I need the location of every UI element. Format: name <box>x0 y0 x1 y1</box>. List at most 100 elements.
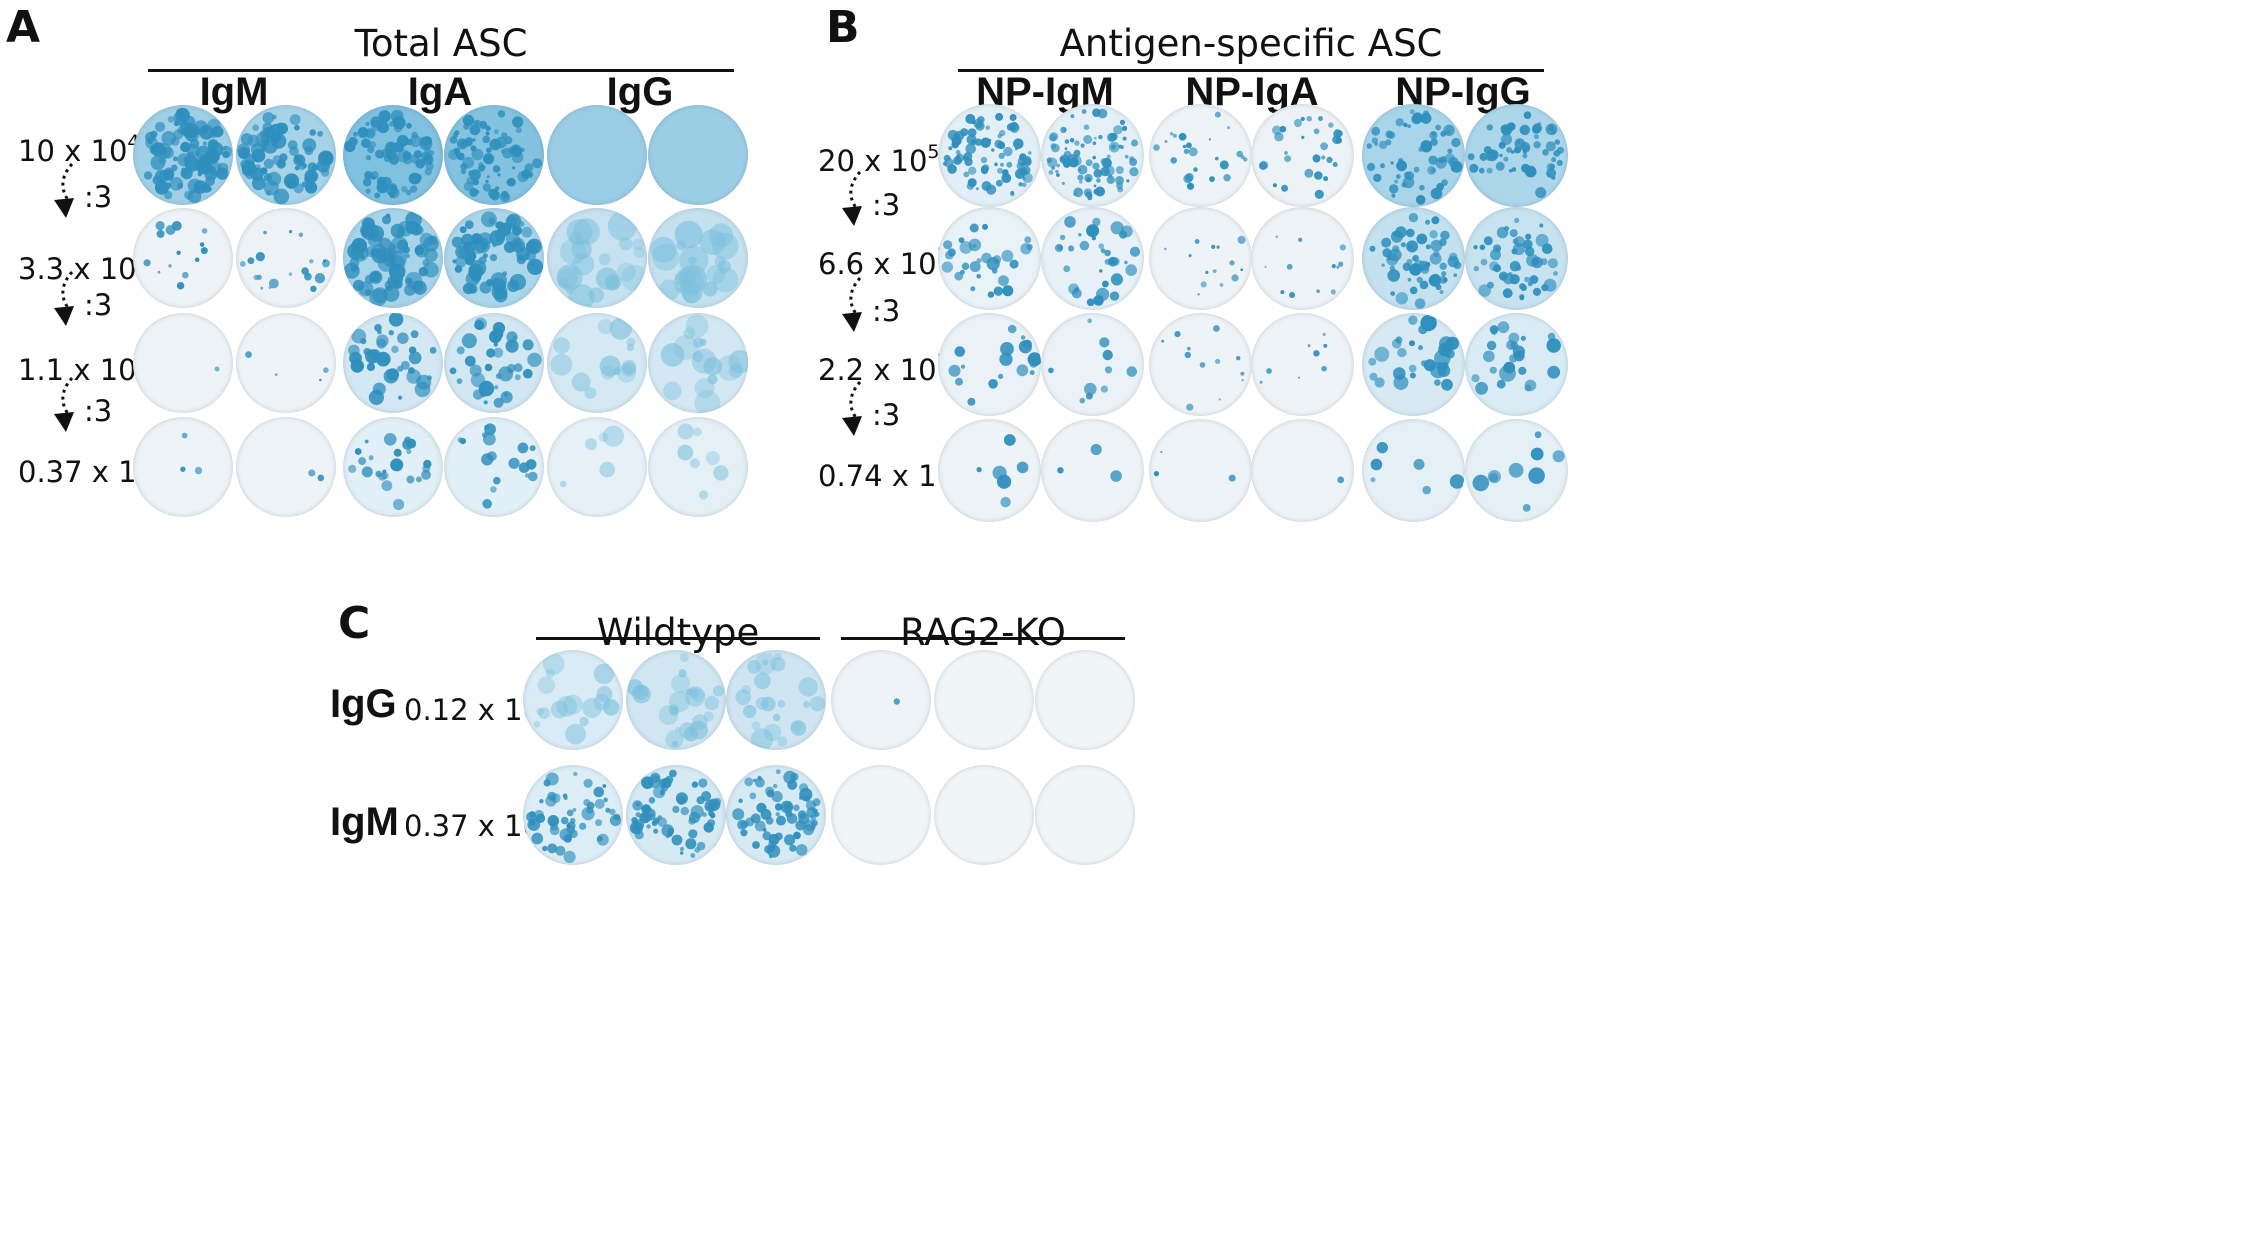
antibody-spot <box>405 253 410 259</box>
antibody-spot <box>1125 178 1129 182</box>
antibody-spot <box>1479 152 1487 161</box>
antibody-spot <box>527 258 544 275</box>
antibody-spot <box>1410 113 1422 124</box>
antibody-spot <box>1424 261 1430 267</box>
elispot-well <box>1035 765 1135 865</box>
antibody-spot <box>497 110 506 118</box>
antibody-spot <box>157 270 161 274</box>
antibody-spot <box>482 499 492 509</box>
antibody-spot <box>406 122 412 129</box>
antibody-spot <box>1337 261 1343 267</box>
antibody-spot <box>1054 169 1059 173</box>
antibody-spot <box>409 185 418 193</box>
antibody-spot <box>1055 172 1060 177</box>
antibody-spot <box>976 466 982 472</box>
antibody-spot <box>1322 332 1326 336</box>
antibody-spot <box>1413 263 1417 268</box>
antibody-spot <box>1445 348 1455 358</box>
antibody-spot <box>573 771 578 777</box>
antibody-spot <box>1435 283 1441 290</box>
antibody-spot <box>563 796 568 800</box>
antibody-spot <box>396 134 409 147</box>
antibody-spot <box>1200 280 1207 287</box>
antibody-spot <box>1322 343 1327 348</box>
antibody-spot <box>177 153 191 167</box>
antibody-spot <box>289 114 301 125</box>
antibody-spot <box>1473 265 1479 271</box>
antibody-spot <box>408 346 417 354</box>
antibody-spot <box>176 250 181 255</box>
antibody-spot <box>688 829 698 839</box>
antibody-spot <box>1486 281 1494 289</box>
antibody-spot <box>470 145 477 152</box>
antibody-spot <box>1467 152 1475 160</box>
antibody-spot <box>1450 160 1462 173</box>
antibody-spot <box>1489 366 1497 374</box>
antibody-spot <box>1407 315 1418 325</box>
panel-a-col-iga: IgA <box>407 70 473 114</box>
elispot-well <box>648 105 748 205</box>
antibody-spot <box>374 192 381 199</box>
antibody-spot <box>1078 179 1083 184</box>
antibody-spot <box>1497 320 1509 333</box>
antibody-spot <box>1023 235 1031 243</box>
antibody-spot <box>1521 153 1527 158</box>
antibody-spot <box>996 474 1011 489</box>
antibody-spot <box>629 821 643 835</box>
antibody-spot <box>1547 124 1554 131</box>
antibody-spot <box>506 331 518 343</box>
antibody-spot <box>1091 155 1096 159</box>
elispot-well <box>831 650 931 750</box>
antibody-spot <box>665 730 684 749</box>
panel-a-dilution-step-3: :3 <box>48 374 124 454</box>
antibody-spot <box>583 799 591 806</box>
antibody-spot <box>1393 179 1398 183</box>
antibody-spot <box>357 127 369 138</box>
antibody-spot <box>1091 162 1100 170</box>
antibody-spot <box>493 397 504 408</box>
antibody-spot <box>969 223 979 232</box>
panel-b-dilution-1: 20 x 105 <box>818 141 940 178</box>
elispot-well <box>934 765 1034 865</box>
antibody-spot <box>1314 189 1324 199</box>
antibody-spot <box>1428 273 1441 287</box>
antibody-spot <box>1050 143 1060 152</box>
antibody-spot <box>1409 372 1416 378</box>
antibody-spot <box>1446 148 1452 154</box>
antibody-spot <box>309 174 317 181</box>
antibody-spot <box>963 151 972 161</box>
antibody-spot <box>484 423 496 436</box>
antibody-spot <box>529 819 536 826</box>
antibody-spot <box>1064 146 1067 150</box>
antibody-spot <box>468 263 484 279</box>
elispot-well <box>343 105 443 205</box>
antibody-spot <box>1440 270 1446 276</box>
antibody-spot <box>948 364 960 377</box>
antibody-spot <box>184 190 194 200</box>
antibody-spot <box>981 163 989 172</box>
antibody-spot <box>1164 139 1167 143</box>
elispot-well <box>1040 312 1144 416</box>
antibody-spot <box>1130 138 1138 147</box>
antibody-spot <box>1494 246 1499 251</box>
antibody-spot <box>479 120 488 129</box>
antibody-spot <box>186 143 201 158</box>
antibody-spot <box>594 798 605 809</box>
antibody-spot <box>1126 365 1137 377</box>
antibody-spot <box>671 740 679 748</box>
antibody-spot <box>1226 125 1230 129</box>
antibody-spot <box>798 677 818 697</box>
antibody-spot <box>621 264 647 292</box>
antibody-spot <box>969 285 975 291</box>
antibody-spot <box>1048 169 1053 175</box>
antibody-spot <box>571 372 591 392</box>
antibody-spot <box>691 688 705 702</box>
antibody-spot <box>556 696 577 717</box>
antibody-spot <box>1440 378 1453 391</box>
antibody-spot <box>560 238 587 265</box>
antibody-spot <box>1389 160 1394 165</box>
antibody-spot <box>343 262 360 279</box>
antibody-spot <box>406 448 412 455</box>
elispot-well <box>1361 312 1465 416</box>
antibody-spot <box>321 152 333 164</box>
